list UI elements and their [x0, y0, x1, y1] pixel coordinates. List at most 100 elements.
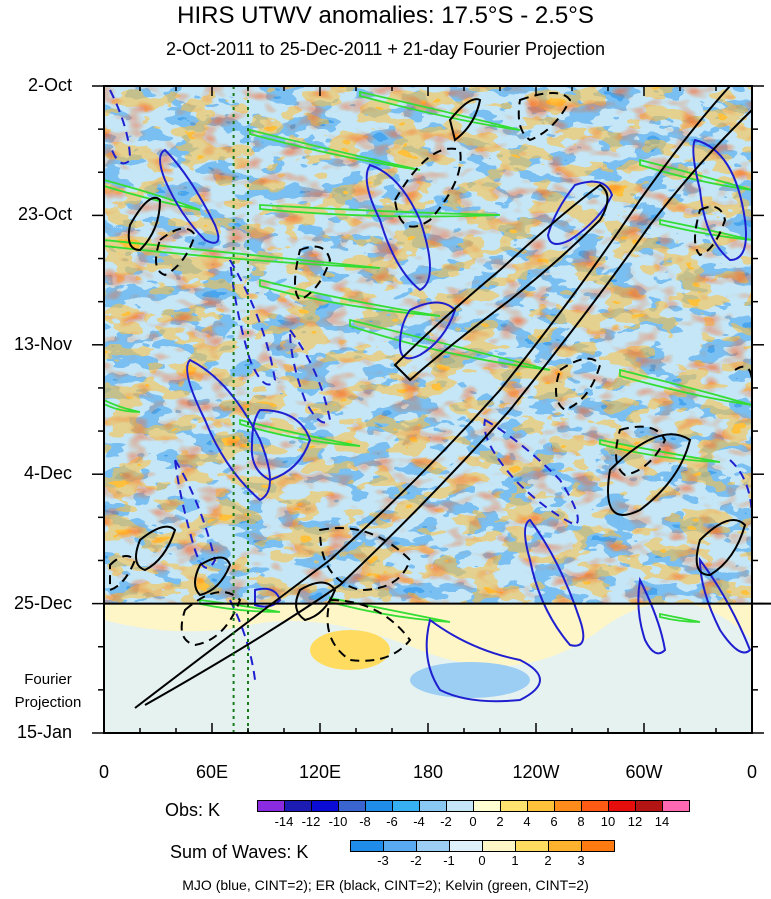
kelvin-contour [659, 612, 701, 623]
kelvin-contour [599, 438, 721, 463]
mjo-contour-dashed [109, 89, 132, 165]
kelvin-contour [249, 128, 421, 171]
projection-field-warm [310, 630, 390, 670]
obs-colorbar-tick-label: 0 [469, 814, 477, 829]
obs-colorbar-tick-label: -8 [359, 814, 371, 829]
mjo-contour [524, 518, 585, 647]
waves-colorbar-swatch [515, 840, 549, 852]
waves-colorbar-tick-label: 2 [544, 853, 552, 868]
waves-colorbar-swatch [548, 840, 582, 852]
waves-colorbar-tick-label: 1 [511, 853, 519, 868]
waves-colorbar-tick-label: -2 [410, 853, 422, 868]
kelvin-contours [104, 90, 752, 623]
mjo-contour [365, 163, 431, 292]
mjo-contour [159, 148, 220, 244]
obs-colorbar-tick-label: 4 [523, 814, 531, 829]
y-tick-label: 13-Nov [13, 333, 72, 354]
obs-colorbar-tick-label: -2 [440, 814, 452, 829]
obs-colorbar-swatch [338, 800, 366, 812]
y-tick-label: 4-Dec [23, 463, 72, 484]
kelvin-contour [259, 204, 501, 218]
mjo-contour [254, 587, 282, 608]
waves-colorbar-swatch [482, 840, 516, 852]
obs-colorbar-tick-label: 2 [496, 814, 504, 829]
obs-colorbar-tick-label: 10 [600, 814, 616, 829]
mjo-contour [546, 180, 614, 245]
waves-colorbar-swatch [416, 840, 450, 852]
obs-colorbar-tick-label: 14 [654, 814, 670, 829]
kelvin-contour [104, 398, 141, 413]
obs-colorbar-swatch [500, 800, 528, 812]
obs-colorbar-tick-label: 6 [550, 814, 558, 829]
mjo-contour [637, 576, 667, 655]
obs-colorbar-swatch [473, 800, 501, 812]
contour-caption: MJO (blue, CINT=2); ER (black, CINT=2); … [182, 877, 589, 893]
x-tick-label: 60E [195, 762, 229, 782]
obs-colorbar-swatch [662, 800, 690, 812]
x-tick-label: 120W [512, 762, 560, 782]
mjo-contour [398, 301, 457, 360]
er-contour-dashed [555, 357, 602, 412]
waves-colorbar-swatch [350, 840, 384, 852]
x-tick-label: 120E [298, 762, 342, 782]
er-contour [607, 433, 692, 516]
y-tick-label: 25-Dec [13, 592, 72, 613]
obs-colorbar-swatch [635, 800, 663, 812]
waves-colorbar-tick-label: 3 [577, 853, 585, 868]
er-contour-dashed [318, 527, 412, 592]
waves-colorbar-tick-label: -1 [443, 853, 455, 868]
kelvin-contour [329, 596, 451, 623]
projection-label: Fourier Projection [0, 668, 96, 714]
obs-colorbar-title: Obs: K [165, 800, 221, 820]
kelvin-contour [359, 90, 521, 131]
mjo-contour-dashed [288, 326, 332, 424]
obs-colorbar-tick-label: -14 [274, 814, 294, 829]
er-contour [194, 556, 232, 597]
obs-colorbar-swatch [392, 800, 420, 812]
obs-colorbar-tick-label: -10 [328, 814, 348, 829]
y-tick-label: 23-Oct [17, 204, 72, 225]
obs-colorbar-swatch [608, 800, 636, 812]
chart-title: HIRS UTWV anomalies: 17.5°S - 2.5°S [177, 2, 594, 29]
obs-colorbar-swatch [365, 800, 393, 812]
axis-ticks [92, 85, 764, 734]
obs-colorbar-swatch [311, 800, 339, 812]
er-contour-dashed [615, 425, 667, 477]
kelvin-contour [349, 318, 551, 371]
obs-colorbar-tick-label: -12 [301, 814, 321, 829]
waves-colorbar-swatch [383, 840, 417, 852]
y-tick-label: 15-Jan [16, 722, 72, 742]
er-contour-dashed [694, 205, 727, 257]
x-tick-label: 0 [98, 762, 109, 782]
mjo-contour [250, 408, 312, 482]
obs-colorbar-tick-label: 12 [627, 814, 643, 829]
y-tick-label: 2-Oct [27, 75, 72, 95]
er-contour [448, 98, 482, 142]
obs-colorbar-tick-label: -4 [413, 814, 425, 829]
waves-colorbar-swatch [581, 840, 615, 852]
heatmap-field [104, 86, 752, 733]
er-contour-dashed [517, 92, 572, 142]
mjo-contours [159, 138, 752, 703]
er-contour [695, 519, 747, 577]
mjo-negative-contours [109, 89, 752, 681]
er-contour [144, 109, 752, 706]
mjo-contour [698, 556, 752, 654]
er-contour [393, 183, 609, 382]
obs-colorbar-tick-label: -6 [386, 814, 398, 829]
obs-colorbar-swatch [419, 800, 447, 812]
mjo-contour [425, 618, 541, 703]
er-contour [135, 525, 177, 572]
obs-field-strong [104, 86, 752, 603]
kelvin-contour [104, 179, 201, 211]
er-contour-dashed [180, 591, 242, 647]
projection-label-line1: Fourier [24, 671, 72, 688]
obs-colorbar-swatch [581, 800, 609, 812]
mjo-contour-dashed [229, 259, 277, 386]
er-contour-dashed [393, 147, 462, 228]
chart-subtitle: 2-Oct-2011 to 25-Dec-2011 + 21-day Fouri… [165, 39, 606, 59]
obs-colorbar-swatch [446, 800, 474, 812]
mjo-contour [692, 138, 747, 262]
obs-colorbar-swatch [284, 800, 312, 812]
